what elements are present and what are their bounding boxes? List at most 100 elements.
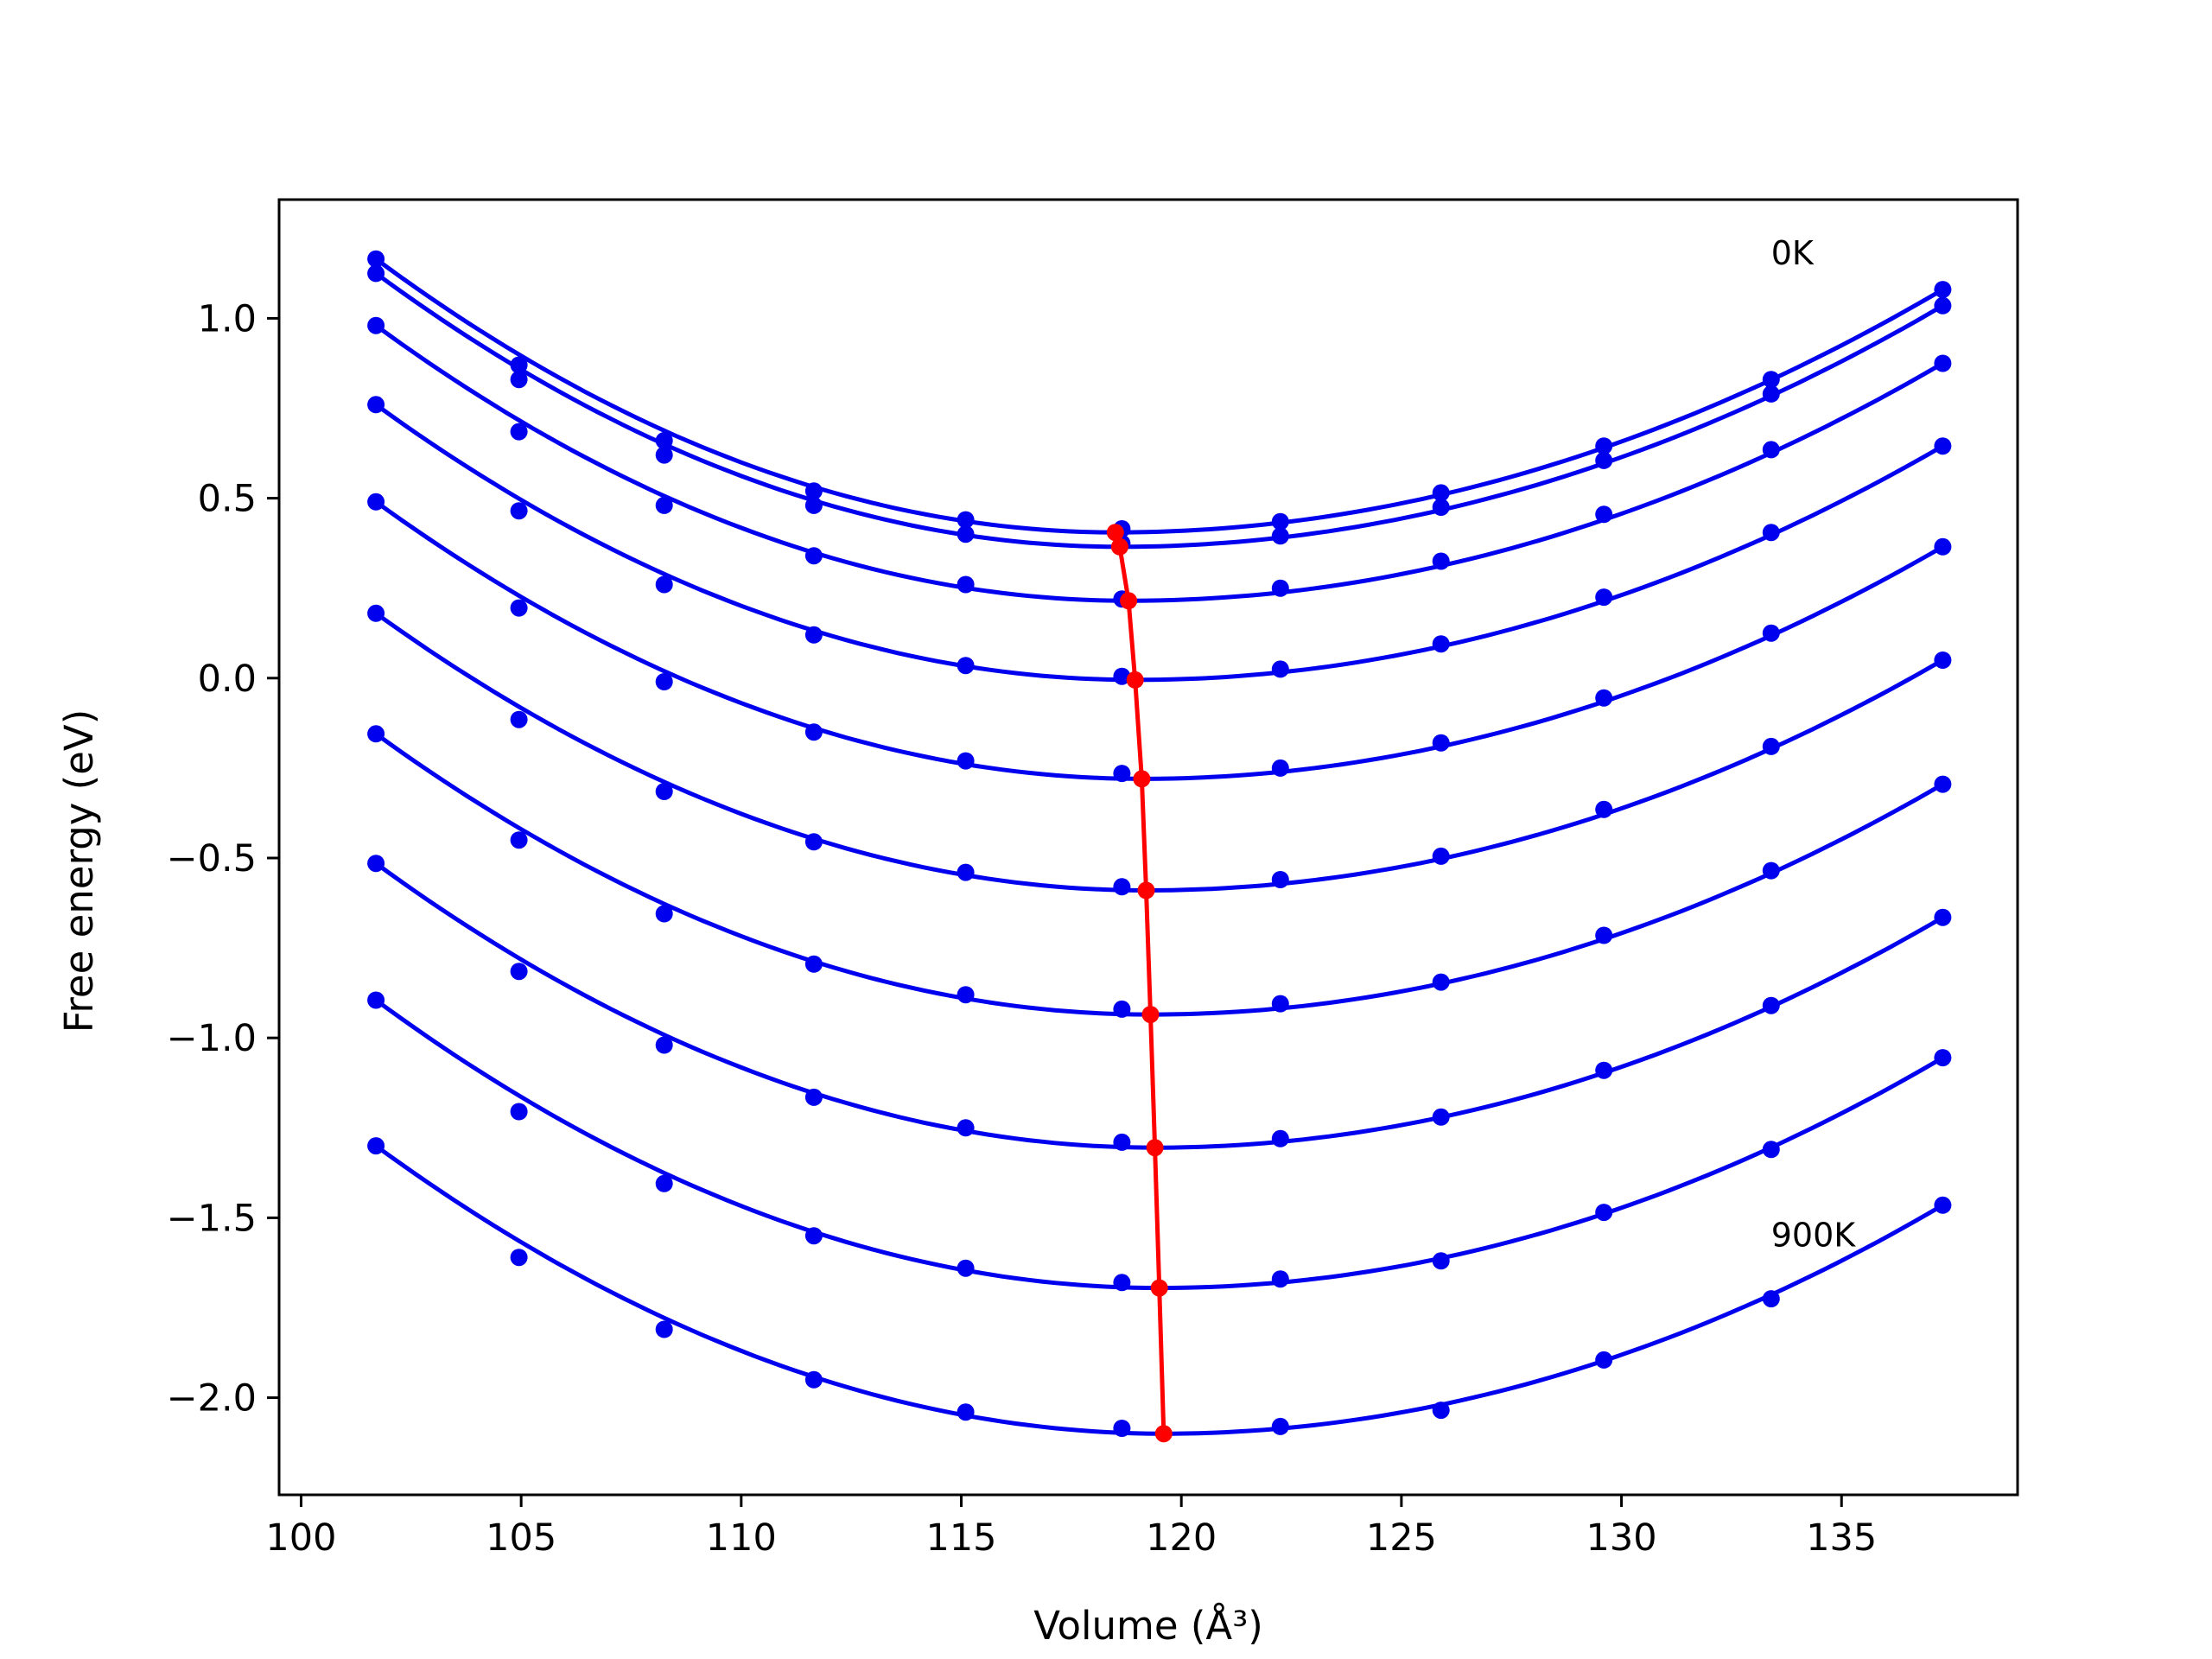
data-point xyxy=(655,446,673,464)
data-point xyxy=(1271,660,1289,678)
data-point xyxy=(957,1259,975,1277)
data-point xyxy=(1762,996,1780,1014)
minimum-point xyxy=(1110,537,1128,556)
data-points xyxy=(367,250,1952,1437)
data-point xyxy=(804,723,823,741)
data-point xyxy=(510,1103,528,1121)
data-point xyxy=(1595,588,1613,607)
data-point xyxy=(510,423,528,441)
minimum-point xyxy=(1154,1425,1173,1443)
data-point xyxy=(1934,652,1952,669)
data-point xyxy=(1113,1274,1131,1292)
data-point xyxy=(655,1320,673,1338)
data-point xyxy=(804,1088,823,1106)
data-point xyxy=(1432,734,1450,752)
data-point xyxy=(1432,847,1450,865)
data-point xyxy=(655,1174,673,1192)
fit-curve-2 xyxy=(374,323,1944,603)
y-tick-label: −0.5 xyxy=(167,837,257,880)
data-point xyxy=(804,547,823,565)
data-point xyxy=(655,432,673,449)
data-point xyxy=(1762,524,1780,542)
data-point xyxy=(1762,1290,1780,1308)
fit-curve-3 xyxy=(374,403,1944,683)
y-tick-label: 0.0 xyxy=(198,658,257,701)
data-point xyxy=(1271,527,1289,545)
y-tick-label: 1.0 xyxy=(198,297,257,340)
data-point xyxy=(1432,1402,1450,1420)
data-point xyxy=(1113,667,1131,685)
temperature-annotation: 900K xyxy=(1771,1217,1857,1255)
data-point xyxy=(1934,354,1952,372)
x-axis-ticks: 100 105 110 115 120 125 130 135 xyxy=(265,1495,1877,1560)
x-tick-label: 100 xyxy=(265,1516,336,1560)
data-point xyxy=(655,496,673,514)
temperature-annotation: 0K xyxy=(1771,234,1815,272)
data-point xyxy=(1595,1351,1613,1369)
data-point xyxy=(804,1227,823,1245)
data-point xyxy=(1762,1141,1780,1159)
data-point xyxy=(1271,1417,1289,1435)
data-point xyxy=(1762,385,1780,403)
x-tick-label: 120 xyxy=(1146,1516,1217,1560)
plot-frame xyxy=(277,198,2019,1497)
y-tick-label: −1.5 xyxy=(167,1197,257,1240)
data-point xyxy=(1762,441,1780,459)
data-point xyxy=(1271,759,1289,777)
data-point xyxy=(367,264,385,283)
fit-curve-5 xyxy=(374,611,1944,893)
data-point xyxy=(510,963,528,981)
y-tick-label: −2.0 xyxy=(167,1377,257,1421)
data-point xyxy=(655,905,673,923)
data-point xyxy=(1271,995,1289,1013)
x-tick-label: 115 xyxy=(925,1516,996,1560)
data-point xyxy=(1432,484,1450,502)
data-point xyxy=(367,396,385,414)
data-point xyxy=(367,855,385,873)
fit-curve-6 xyxy=(374,732,1944,1017)
data-point xyxy=(1595,800,1613,818)
data-point xyxy=(1271,1129,1289,1147)
data-point xyxy=(655,783,673,800)
data-point xyxy=(1432,973,1450,991)
data-point xyxy=(1934,775,1952,793)
data-point xyxy=(1762,624,1780,642)
data-point xyxy=(510,599,528,617)
minimum-path-line xyxy=(1113,531,1166,1434)
minimum-point xyxy=(1146,1139,1164,1157)
data-point xyxy=(1595,689,1613,707)
data-point xyxy=(655,575,673,594)
data-point xyxy=(1762,371,1780,389)
x-tick-label: 125 xyxy=(1366,1516,1437,1560)
data-point xyxy=(367,604,385,622)
data-point xyxy=(367,316,385,334)
data-point xyxy=(1113,765,1131,783)
data-point xyxy=(1271,579,1289,597)
x-tick-label: 105 xyxy=(486,1516,556,1560)
data-point xyxy=(1432,1252,1450,1270)
x-axis-label: Volume (Å³) xyxy=(1033,1603,1263,1649)
minimum-point xyxy=(1133,770,1151,788)
x-tick-label: 130 xyxy=(1586,1516,1657,1560)
data-point xyxy=(957,752,975,770)
data-point xyxy=(1113,1420,1131,1437)
data-point xyxy=(1271,512,1289,531)
data-point xyxy=(957,657,975,675)
data-point xyxy=(804,833,823,851)
annotations: 0K 900K xyxy=(1771,234,1857,1255)
data-point xyxy=(804,626,823,644)
data-point xyxy=(957,575,975,594)
y-tick-label: 0.5 xyxy=(198,478,257,521)
data-point xyxy=(1432,552,1450,570)
data-point xyxy=(1113,1133,1131,1151)
data-point xyxy=(1432,635,1450,653)
data-point xyxy=(510,371,528,389)
data-point xyxy=(804,1370,823,1389)
data-point xyxy=(367,493,385,511)
data-point xyxy=(957,511,975,529)
data-point xyxy=(1595,505,1613,524)
y-axis-label: Free energy (eV) xyxy=(56,709,102,1033)
data-point xyxy=(1271,871,1289,888)
data-point xyxy=(510,356,528,374)
